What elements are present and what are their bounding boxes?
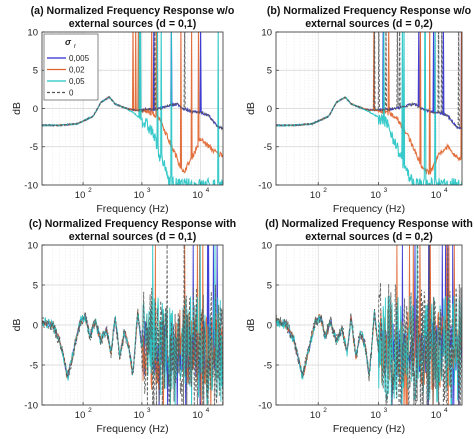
x-axis-label: Frequency (Hz) <box>333 423 405 435</box>
series-group <box>276 32 462 185</box>
x-axis-label: Frequency (Hz) <box>96 203 168 215</box>
y-tick-label: -10 <box>24 400 38 411</box>
x-tick-exponent: 2 <box>323 187 327 194</box>
y-tick-label: 5 <box>267 66 272 77</box>
legend-title-subscript: r <box>74 43 77 50</box>
x-axis-label: Frequency (Hz) <box>96 423 168 435</box>
chart-panel-c: (c) Normalized Frequency Response withex… <box>11 218 236 435</box>
y-tick-label: 0 <box>33 320 38 331</box>
legend-label: 0,005 <box>69 54 90 63</box>
chart-title: (a) Normalized Frequency Response w/o <box>31 5 235 17</box>
x-tick-label: 10 <box>75 410 86 421</box>
series-group <box>42 245 223 405</box>
y-axis-label: dB <box>11 319 23 332</box>
series-line-0-05 <box>42 245 223 405</box>
axes-frame <box>275 31 463 186</box>
series-line-0 <box>42 245 223 405</box>
y-tick-label: 5 <box>267 280 272 291</box>
x-tick-label: 10 <box>310 190 321 201</box>
x-tick-label: 10 <box>75 190 86 201</box>
axes-frame <box>41 31 224 186</box>
series-line-0 <box>276 32 462 130</box>
legend-label: 0 <box>69 89 74 98</box>
y-tick-label: -5 <box>264 142 272 153</box>
chart-title: (d) Normalized Frequency Response with <box>265 218 473 230</box>
legend-label: 0,05 <box>69 77 85 86</box>
x-tick-exponent: 3 <box>147 407 151 414</box>
x-tick-label: 10 <box>370 410 381 421</box>
y-tick-label: 10 <box>27 27 38 38</box>
y-tick-label: 10 <box>27 240 38 251</box>
x-tick-exponent: 4 <box>444 407 448 414</box>
x-tick-exponent: 4 <box>206 187 210 194</box>
y-axis-label: dB <box>245 319 257 332</box>
x-tick-exponent: 2 <box>88 187 92 194</box>
y-tick-label: 5 <box>33 280 38 291</box>
chart-subtitle: external sources (d = 0,1) <box>69 18 196 30</box>
y-tick-label: -10 <box>258 400 272 411</box>
series-group <box>276 245 462 405</box>
chart-title: (c) Normalized Frequency Response with <box>29 218 236 230</box>
y-tick-label: 0 <box>33 104 38 115</box>
x-tick-label: 10 <box>310 410 321 421</box>
chart-subtitle: external sources (d = 0,2) <box>305 231 432 243</box>
x-axis-label: Frequency (Hz) <box>333 203 405 215</box>
x-tick-label: 10 <box>192 190 203 201</box>
x-tick-exponent: 4 <box>444 187 448 194</box>
x-tick-label: 10 <box>370 190 381 201</box>
x-tick-label: 10 <box>134 190 145 201</box>
y-tick-label: 10 <box>261 240 272 251</box>
x-tick-label: 10 <box>431 190 442 201</box>
legend-label: 0,02 <box>69 66 85 75</box>
legend-box <box>43 33 99 101</box>
chart-panel-a: (a) Normalized Frequency Response w/oext… <box>11 5 235 215</box>
x-tick-exponent: 2 <box>323 407 327 414</box>
series-line-0 <box>42 32 223 131</box>
chart-subtitle: external sources (d = 0,1) <box>69 231 196 243</box>
y-tick-label: 5 <box>33 66 38 77</box>
y-tick-label: 0 <box>267 104 272 115</box>
legend: σ r 0,005 0,02 0,05 0 <box>43 33 99 101</box>
y-tick-label: -5 <box>30 360 38 371</box>
x-tick-exponent: 2 <box>88 407 92 414</box>
x-tick-exponent: 3 <box>384 187 388 194</box>
x-tick-exponent: 4 <box>206 407 210 414</box>
chart-panel-b: (b) Normalized Frequency Response w/oext… <box>245 5 472 215</box>
y-axis-label: dB <box>245 102 257 115</box>
x-tick-label: 10 <box>134 410 145 421</box>
chart-title: (b) Normalized Frequency Response w/o <box>267 5 472 17</box>
y-tick-label: 10 <box>261 27 272 38</box>
x-tick-exponent: 3 <box>384 407 388 414</box>
series-group <box>42 32 223 185</box>
legend-title: σ <box>65 37 72 47</box>
x-tick-exponent: 3 <box>147 187 151 194</box>
axes-frame <box>41 244 224 406</box>
x-tick-label: 10 <box>431 410 442 421</box>
y-tick-label: -5 <box>30 142 38 153</box>
x-tick-label: 10 <box>192 410 203 421</box>
y-tick-label: 0 <box>267 320 272 331</box>
y-tick-label: -10 <box>258 180 272 191</box>
chart-panel-d: (d) Normalized Frequency Response withex… <box>245 218 473 435</box>
y-tick-label: -5 <box>264 360 272 371</box>
y-tick-label: -10 <box>24 180 38 191</box>
chart-subtitle: external sources (d = 0,2) <box>305 18 432 30</box>
series-line-0 <box>276 245 462 405</box>
axes-frame <box>275 244 463 406</box>
y-axis-label: dB <box>11 102 23 115</box>
